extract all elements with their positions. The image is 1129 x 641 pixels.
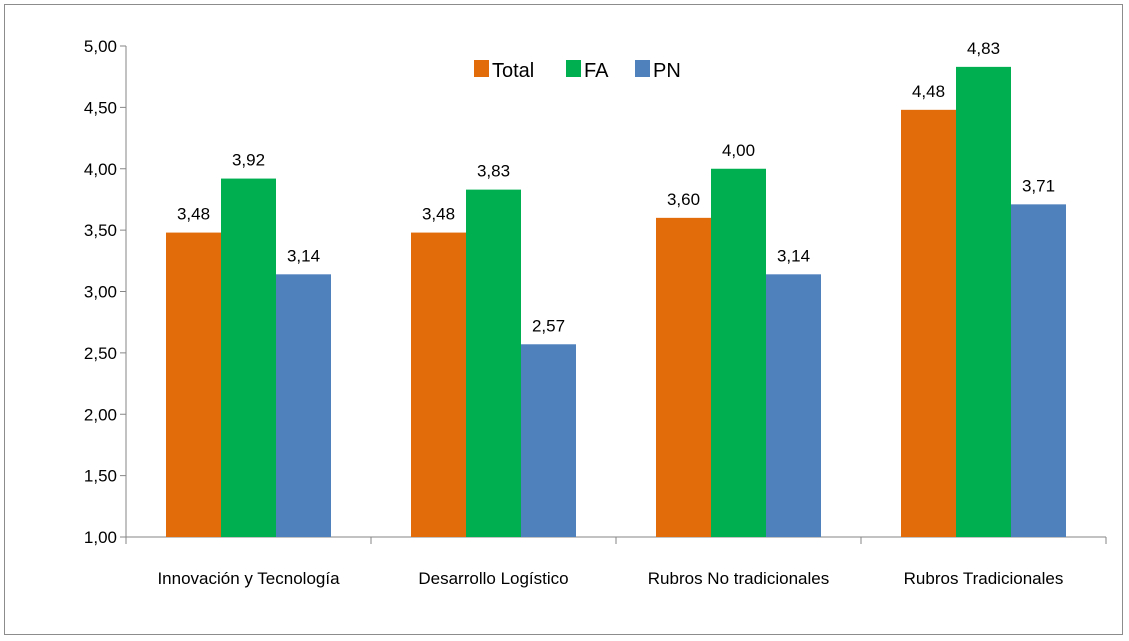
data-label: 3,14 <box>777 246 810 265</box>
y-tick-label: 1,00 <box>84 528 117 547</box>
category-label: Innovación y Tecnología <box>157 569 340 588</box>
category-label: Desarrollo Logístico <box>418 569 568 588</box>
legend-swatch-pn <box>635 60 650 77</box>
legend-swatch-total <box>474 60 489 77</box>
legend-label-total: Total <box>492 60 534 82</box>
legend-label-fa: FA <box>584 60 609 82</box>
bar-pn-3 <box>1011 204 1066 537</box>
bar-fa-3 <box>956 66 1011 538</box>
data-label: 3,92 <box>232 151 265 170</box>
y-tick-label: 3,50 <box>84 221 117 240</box>
data-label: 3,83 <box>477 162 510 181</box>
data-label: 3,14 <box>287 246 320 265</box>
bar-pn-1 <box>521 344 576 537</box>
bar-fa-1 <box>466 189 521 537</box>
data-label: 3,48 <box>422 205 455 224</box>
data-label: 4,48 <box>912 82 945 101</box>
bar-fa-2 <box>711 168 766 537</box>
bar-total-3 <box>901 109 956 537</box>
data-label: 3,60 <box>667 190 700 209</box>
bar-total-0 <box>166 232 221 537</box>
y-tick-label: 4,50 <box>84 98 117 117</box>
category-label: Rubros Tradicionales <box>904 569 1064 588</box>
y-tick-label: 2,00 <box>84 405 117 424</box>
data-label: 3,71 <box>1022 176 1055 195</box>
y-tick-label: 1,50 <box>84 467 117 486</box>
bar-pn-2 <box>766 274 821 537</box>
y-tick-label: 4,00 <box>84 160 117 179</box>
bar-total-2 <box>656 217 711 537</box>
data-label: 3,48 <box>177 205 210 224</box>
category-label: Rubros No tradicionales <box>648 569 829 588</box>
y-tick-label: 3,00 <box>84 283 117 302</box>
data-label: 2,57 <box>532 316 565 335</box>
legend-swatch-fa <box>566 60 581 77</box>
legend-label-pn: PN <box>653 60 681 82</box>
data-label: 4,83 <box>967 39 1000 58</box>
bar-pn-0 <box>276 274 331 537</box>
data-label: 4,00 <box>722 141 755 160</box>
y-tick-label: 5,00 <box>84 37 117 56</box>
bar-fa-0 <box>221 178 276 537</box>
y-tick-label: 2,50 <box>84 344 117 363</box>
bar-total-1 <box>411 232 466 537</box>
